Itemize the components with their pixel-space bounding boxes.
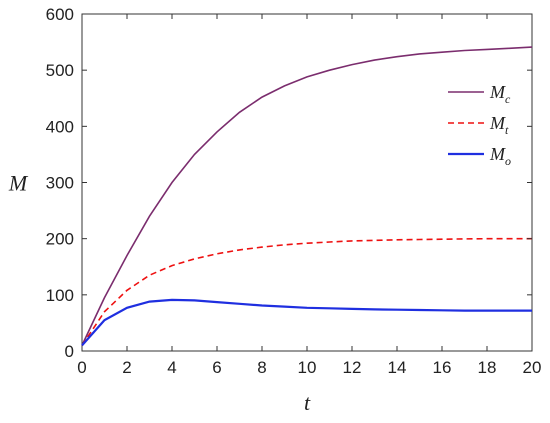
y-tick-label: 400 [46, 117, 74, 136]
x-tick-label: 14 [388, 358, 407, 377]
x-tick-label: 20 [523, 358, 542, 377]
y-tick-label: 0 [65, 342, 74, 361]
x-tick-label: 6 [212, 358, 221, 377]
x-tick-label: 12 [343, 358, 362, 377]
series-layer [81, 46, 533, 347]
series-line-M-c [81, 46, 533, 346]
y-axis-label: M [8, 171, 29, 196]
x-tick-label: 0 [77, 358, 86, 377]
x-tick-label: 18 [478, 358, 497, 377]
plot-area [81, 13, 533, 352]
x-tick-label: 4 [167, 358, 176, 377]
legend-entry-label: Mo [489, 144, 511, 168]
x-tick-label: 10 [298, 358, 317, 377]
y-tick-label: 600 [46, 5, 74, 24]
series-line-M-o [81, 298, 532, 347]
legend-entry-label: Mc [489, 82, 511, 106]
x-tick-label: 8 [257, 358, 266, 377]
legend: Mc Mt Mo [448, 82, 511, 168]
y-tick-label: 100 [46, 286, 74, 305]
legend-entry-label: Mt [489, 113, 509, 137]
x-axis-label: t [304, 390, 311, 415]
x-tick-label: 16 [433, 358, 452, 377]
axes-box [81, 13, 533, 352]
y-tick-label: 500 [46, 61, 74, 80]
y-tick-label: 200 [46, 230, 74, 249]
series-line-M-t [81, 237, 532, 346]
y-tick-label: 300 [46, 174, 74, 193]
x-tick-label: 2 [122, 358, 131, 377]
